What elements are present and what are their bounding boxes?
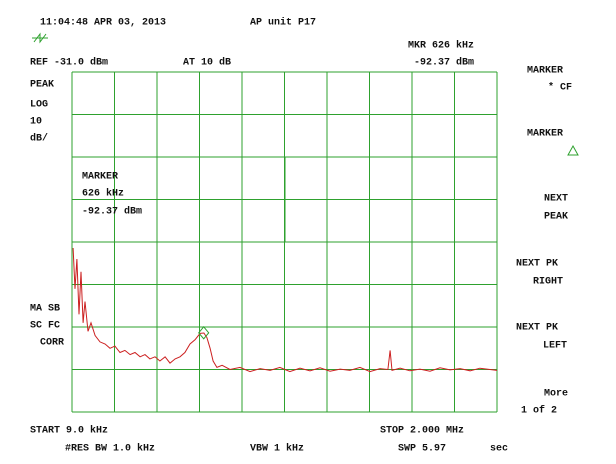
vbw: VBW 1 kHz [250,443,304,455]
softkey-label[interactable]: LEFT [543,341,567,352]
softkey-label[interactable]: MARKER [527,129,563,140]
status: MA SB [30,304,60,315]
marker-box-title: MARKER [82,172,118,183]
status: SC FC [30,321,60,332]
ref-level: REF -31.0 dBm [30,57,108,69]
softkey-label[interactable]: RIGHT [533,277,563,288]
softkey-label[interactable]: PEAK [544,212,568,223]
softkey-label[interactable]: NEXT PK [516,323,558,334]
marker-icon [567,144,579,156]
logo-icon [32,32,48,44]
left-label: PEAK [30,80,54,91]
marker-freq: MKR 626 kHz [408,40,474,52]
softkey[interactable]: MARKER * CF [527,66,572,94]
rbw: #RES BW 1.0 kHz [65,443,155,455]
softkey[interactable]: More 1 of 2 [521,389,568,417]
softkey[interactable]: NEXT PEAK [544,194,568,223]
softkey[interactable]: NEXT PK RIGHT [516,259,563,288]
trace [72,247,498,373]
timestamp: 11:04:48 APR 03, 2013 [40,18,166,29]
start-freq: START 9.0 kHz [30,425,108,437]
softkey-label[interactable]: MARKER [527,66,563,77]
sweep: SWP 5.97 [398,444,446,455]
left-label: dB/ [30,133,48,145]
stop-freq: STOP 2.000 MHz [380,426,464,437]
status: CORR [40,338,64,349]
softkey-label[interactable]: 1 of 2 [521,405,557,417]
marker-box [71,156,286,243]
title: AP unit P17 [250,17,316,29]
softkey-label[interactable]: NEXT PK [516,259,558,270]
softkey-label[interactable]: * CF [548,82,572,94]
softkey[interactable]: NEXT PK LEFT [516,323,567,352]
marker-diamond [198,326,210,340]
marker-level: -92.37 dBm [414,57,474,69]
softkey-label[interactable]: More [544,389,568,400]
marker-box-level: -92.37 dBm [82,206,142,218]
softkey[interactable]: MARKER [527,129,579,156]
left-label: 10 [30,117,42,128]
softkey-label[interactable]: NEXT [544,194,568,205]
sweep-unit: sec [490,444,508,455]
marker-box-freq: 626 kHz [82,188,124,200]
attenuation: AT 10 dB [183,57,231,69]
left-label: LOG [30,100,48,111]
